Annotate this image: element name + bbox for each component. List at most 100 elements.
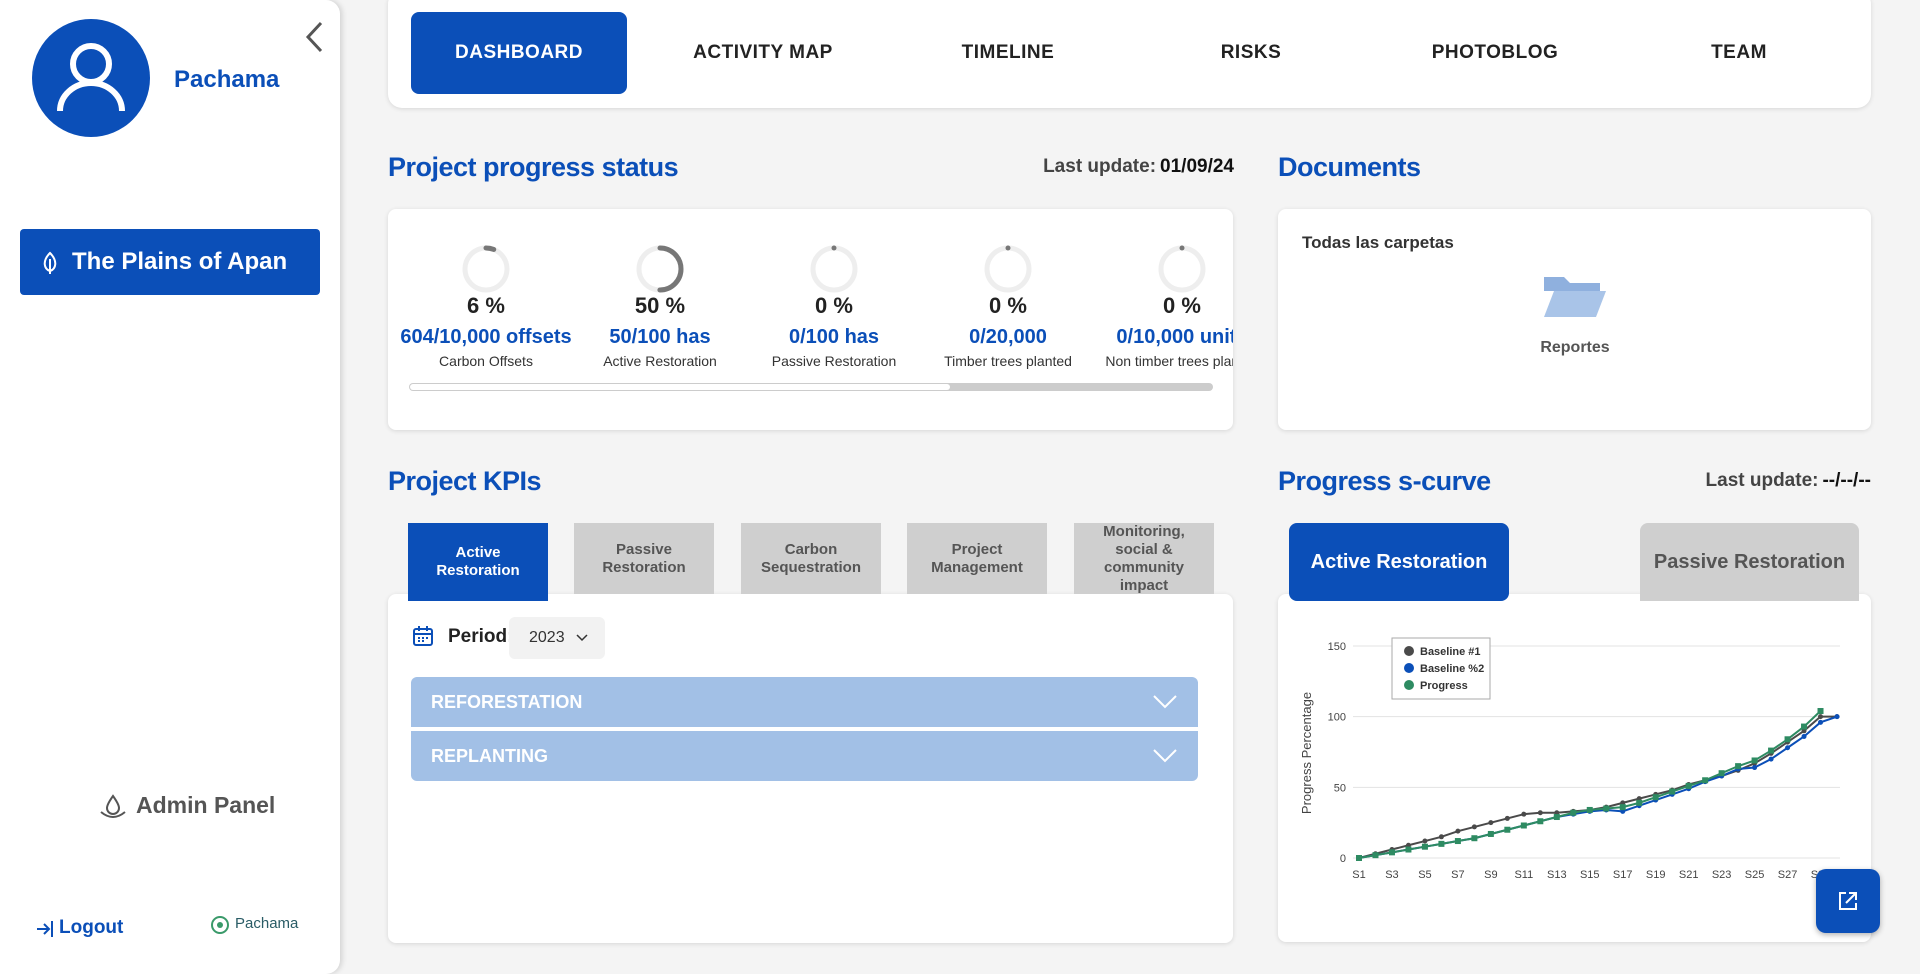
nav-tab-label: RISKS <box>1220 42 1282 63</box>
project-name: The Plains of Apan <box>72 248 288 275</box>
scrollbar[interactable] <box>409 383 1213 391</box>
ring-progress <box>636 245 684 293</box>
progress-ring <box>984 245 1032 293</box>
ring-track <box>1158 245 1206 293</box>
nav-tab-label: ACTIVITY MAP <box>693 42 833 63</box>
percent-label: 6 % <box>467 293 505 318</box>
scurve-title: Progress s-curve <box>1278 466 1491 496</box>
nav-tab[interactable]: PHOTOBLOG <box>1387 12 1603 94</box>
chevron <box>576 634 588 642</box>
section-label: REFORESTATION <box>431 692 583 712</box>
brand-icon <box>211 916 229 934</box>
item-name: Non timber trees planted <box>1105 353 1233 369</box>
percent-label: 0 % <box>989 293 1027 318</box>
kpi-tab[interactable]: Monitoring, social & community impact <box>1074 523 1214 594</box>
item-name: Timber trees planted <box>944 353 1072 369</box>
project-button[interactable]: The Plains of Apan <box>20 229 320 295</box>
amount-label: 0/20,000 <box>969 326 1047 348</box>
last-update-date: 01/09/24 <box>1160 156 1234 177</box>
kpi-tab-label: Monitoring, social & community impact <box>1103 522 1185 594</box>
period-label: Period: <box>448 626 514 647</box>
period-dropdown[interactable]: 2023 <box>509 617 605 659</box>
kpi-tab[interactable]: Passive Restoration <box>574 523 714 594</box>
folder-group: Todas las carpetas <box>1302 233 1454 252</box>
brand-name: Pachama <box>235 915 299 932</box>
amount-label: 0/10,000 units <box>1116 326 1233 348</box>
kpis-title: Project KPIs <box>388 466 542 496</box>
section-label: REPLANTING <box>431 746 548 766</box>
admin-panel-label: Admin Panel <box>136 792 276 818</box>
documents-title: Documents <box>1278 152 1421 182</box>
kpi-tab-label: Passive Restoration <box>602 540 686 576</box>
amount-label: 604/10,000 offsets <box>400 326 572 348</box>
last-update-date: --/--/-- <box>1822 470 1871 491</box>
scurve-last-update: Last update: --/--/-- <box>1706 470 1871 492</box>
kpi-tab[interactable]: Project Management <box>907 523 1047 594</box>
external-icon <box>1839 892 1857 910</box>
ring-track <box>984 245 1032 293</box>
percent-label: 0 % <box>1163 293 1201 318</box>
nav-tab[interactable]: ACTIVITY MAP <box>655 12 871 94</box>
item-name: Passive Restoration <box>771 353 897 369</box>
nav-tab-label: PHOTOBLOG <box>1431 42 1559 63</box>
scurve-tab[interactable]: Active Restoration <box>1289 523 1509 601</box>
sidebar: Pachama The Plains of Apan Admin Panel L… <box>0 0 340 974</box>
kpi-card: Period: 2023 REFORESTATION REPLANTING <box>388 594 1233 943</box>
accordion-section[interactable]: REPLANTING <box>411 731 1198 781</box>
logout-icon <box>37 921 53 937</box>
user-name: Pachama <box>174 66 280 93</box>
chevron-path <box>1153 749 1177 763</box>
progress-ring <box>462 245 510 293</box>
nav-tab-label: TEAM <box>1711 42 1767 63</box>
chevron <box>1153 695 1177 709</box>
amount-label: 50/100 has <box>609 326 711 348</box>
nav-tab[interactable]: DASHBOARD <box>411 12 627 94</box>
progress-ring <box>1158 245 1206 293</box>
chevron <box>1153 749 1177 763</box>
percent-label: 0 % <box>815 293 853 318</box>
collapse-button[interactable] <box>302 20 326 54</box>
calendar-icon <box>413 626 433 646</box>
ring-progress <box>462 245 510 293</box>
kpi-tab[interactable]: Active Restoration <box>408 523 548 601</box>
kpi-tab-label: Active Restoration <box>436 544 520 579</box>
folder-name[interactable]: Reportes <box>1540 339 1610 356</box>
item-name: Active Restoration <box>603 353 717 369</box>
kpi-tab[interactable]: Carbon Sequestration <box>741 523 881 594</box>
amount-label: 0/100 has <box>788 326 880 348</box>
folder-icon[interactable] <box>1542 273 1608 319</box>
brand-logo: Pachama <box>210 915 299 934</box>
avatar <box>32 19 150 137</box>
logout-link[interactable]: Logout <box>35 917 123 939</box>
nav-tab-label: DASHBOARD <box>455 42 583 63</box>
scurve-tab[interactable]: Passive Restoration <box>1640 523 1859 601</box>
scurve-tab-label: Passive Restoration <box>1653 551 1846 573</box>
progress-last-update: Last update: 01/09/24 <box>1043 156 1234 178</box>
progress-ring <box>636 245 684 293</box>
nav-tab-label: TIMELINE <box>961 42 1055 63</box>
period-value: 2023 <box>529 629 565 646</box>
ring-track <box>462 245 510 293</box>
item-name: Carbon Offsets <box>439 353 533 369</box>
leaf-icon <box>43 251 57 274</box>
open-external-button[interactable] <box>1816 869 1880 933</box>
admin-icon <box>100 794 126 818</box>
admin-panel-link[interactable]: Admin Panel <box>98 792 275 819</box>
last-update-label: Last update: <box>1705 470 1819 491</box>
ring-progress <box>984 245 1032 293</box>
ring-progress <box>1158 245 1206 293</box>
ring-progress <box>810 245 858 293</box>
nav-tab[interactable]: RISKS <box>1143 12 1359 94</box>
percent-label: 50 % <box>634 293 686 318</box>
last-update-label: Last update: <box>1043 156 1157 177</box>
nav-tab[interactable]: TEAM <box>1631 12 1847 94</box>
kpi-tab-label: Project Management <box>931 540 1023 576</box>
accordion-section[interactable]: REFORESTATION <box>411 677 1198 727</box>
progress-card: 6 % 604/10,000 offsets Carbon Offsets 50 % 5… <box>388 209 1233 430</box>
scrollbar-thumb[interactable] <box>410 384 950 390</box>
nav-tab[interactable]: TIMELINE <box>900 12 1116 94</box>
logout-label: Logout <box>59 917 124 938</box>
chevron-path <box>1153 695 1177 709</box>
progress-ring <box>810 245 858 293</box>
